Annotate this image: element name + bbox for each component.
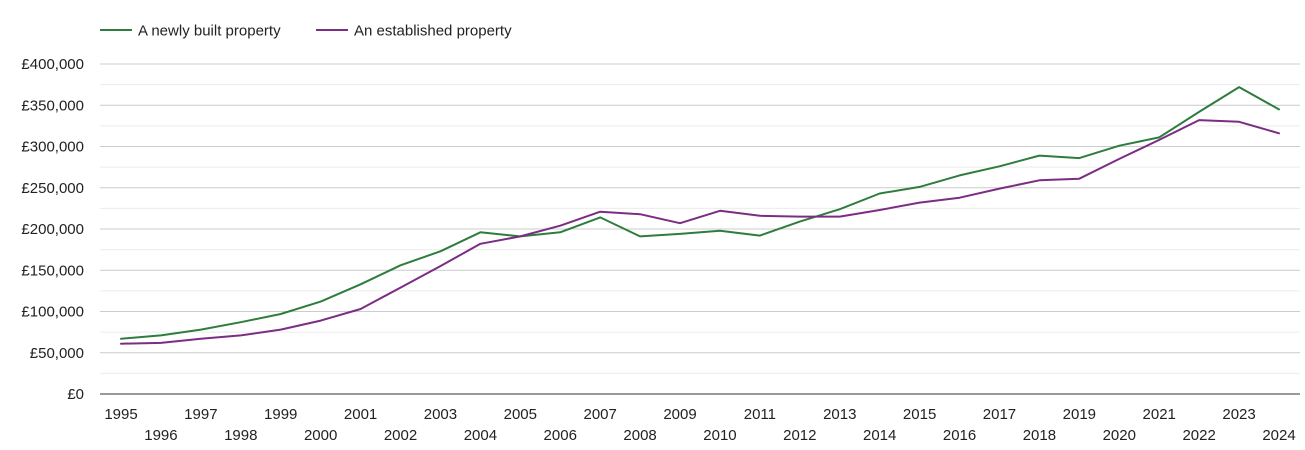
x-tick-label: 2009 xyxy=(663,406,696,423)
x-tick-label: 2018 xyxy=(1023,427,1056,444)
x-tick-label: 2007 xyxy=(583,406,616,423)
x-tick-label: 1999 xyxy=(264,406,297,423)
x-tick-label: 2012 xyxy=(783,427,816,444)
x-tick-label: 2006 xyxy=(544,427,577,444)
y-tick-label: £300,000 xyxy=(21,139,84,156)
y-tick-label: £200,000 xyxy=(21,221,84,238)
x-tick-label: 2016 xyxy=(943,427,976,444)
y-tick-label: £350,000 xyxy=(21,97,84,114)
x-tick-label: 1998 xyxy=(224,427,257,444)
legend-label-1: An established property xyxy=(354,23,512,40)
x-tick-label: 2014 xyxy=(863,427,896,444)
x-tick-label: 2013 xyxy=(823,406,856,423)
x-tick-label: 2023 xyxy=(1222,406,1255,423)
x-tick-label: 2005 xyxy=(504,406,537,423)
x-tick-label: 2015 xyxy=(903,406,936,423)
legend-label-0: A newly built property xyxy=(138,23,281,40)
series-line-0 xyxy=(120,86,1280,340)
series-line-1 xyxy=(120,119,1280,345)
x-tick-label: 2022 xyxy=(1182,427,1215,444)
x-tick-label: 2001 xyxy=(344,406,377,423)
y-tick-label: £150,000 xyxy=(21,262,84,279)
grid-lines xyxy=(100,63,1300,374)
y-tick-label: £50,000 xyxy=(30,345,84,362)
x-tick-label: 2024 xyxy=(1262,427,1295,444)
x-tick-label: 2003 xyxy=(424,406,457,423)
y-axis-tick-labels: £0 £50,000 £100,000 £150,000 £200,000 £250,00… xyxy=(21,56,84,403)
x-tick-label: 2021 xyxy=(1143,406,1176,423)
y-tick-label: £250,000 xyxy=(21,180,84,197)
series-lines xyxy=(120,86,1280,345)
y-tick-label: £400,000 xyxy=(21,56,84,73)
legend: A newly built property An established pro… xyxy=(100,23,512,40)
x-tick-label: 1997 xyxy=(184,406,217,423)
x-axis-tick-labels: 1995 1996 1997 1998 1999 2000 2001 2002 2003 2004… xyxy=(104,406,1295,444)
y-tick-label: £100,000 xyxy=(21,304,84,321)
x-tick-label: 2002 xyxy=(384,427,417,444)
x-tick-label: 2008 xyxy=(623,427,656,444)
y-tick-label: £0 xyxy=(67,386,84,403)
x-tick-label: 1995 xyxy=(104,406,137,423)
x-tick-label: 2010 xyxy=(703,427,736,444)
x-tick-label: 2000 xyxy=(304,427,337,444)
x-tick-label: 2011 xyxy=(744,406,776,423)
x-tick-label: 2004 xyxy=(464,427,497,444)
x-tick-label: 2020 xyxy=(1103,427,1136,444)
x-tick-label: 2019 xyxy=(1063,406,1096,423)
x-tick-label: 2017 xyxy=(983,406,1016,423)
x-tick-label: 1996 xyxy=(144,427,177,444)
